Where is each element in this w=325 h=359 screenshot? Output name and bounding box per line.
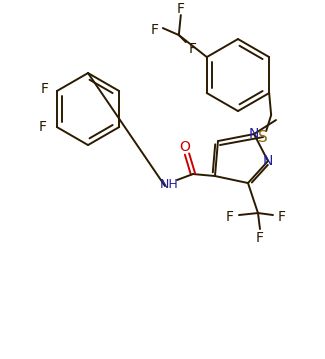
Text: F: F	[278, 210, 286, 224]
Text: F: F	[189, 42, 197, 56]
Text: F: F	[41, 82, 49, 96]
Text: NH: NH	[160, 178, 178, 191]
Text: O: O	[179, 140, 190, 154]
Text: F: F	[39, 120, 47, 134]
Text: N: N	[263, 154, 273, 168]
Text: F: F	[151, 23, 159, 37]
Text: F: F	[256, 231, 264, 245]
Text: F: F	[177, 2, 185, 16]
Text: F: F	[226, 210, 234, 224]
Text: S: S	[258, 130, 268, 145]
Text: N: N	[249, 127, 259, 141]
